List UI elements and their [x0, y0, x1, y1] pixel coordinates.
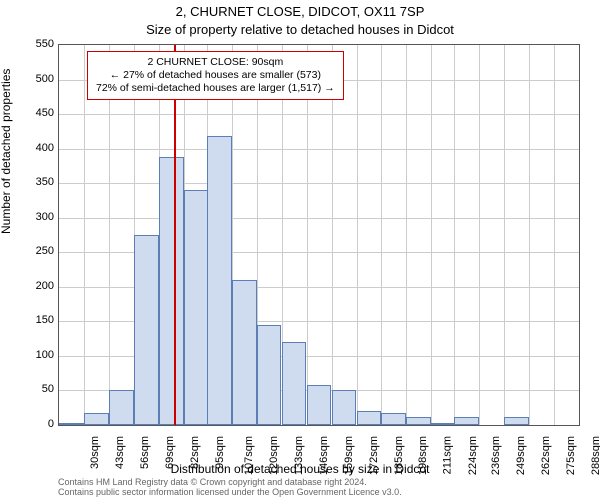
plot-area: 2 CHURNET CLOSE: 90sqm ← 27% of detached…	[58, 44, 580, 426]
vgrid-line	[84, 45, 85, 425]
hgrid-line	[59, 218, 579, 219]
xtick-label: 185sqm	[393, 436, 405, 475]
histogram-bar	[207, 136, 232, 425]
ytick-label: 100	[14, 349, 54, 361]
vgrid-line	[332, 45, 333, 425]
ytick-label: 300	[14, 211, 54, 223]
ytick-label: 450	[14, 107, 54, 119]
xtick-label: 224sqm	[468, 436, 480, 475]
ytick-label: 350	[14, 176, 54, 188]
xtick-label: 30sqm	[89, 436, 101, 469]
vgrid-line	[431, 45, 432, 425]
histogram-bar	[109, 390, 134, 425]
chart-title-line1: 2, CHURNET CLOSE, DIDCOT, OX11 7SP	[0, 4, 600, 19]
ytick-label: 200	[14, 280, 54, 292]
chart-container: 2, CHURNET CLOSE, DIDCOT, OX11 7SP Size …	[0, 0, 600, 500]
vgrid-line	[406, 45, 407, 425]
ytick-label: 50	[14, 383, 54, 395]
xtick-label: 56sqm	[139, 436, 151, 469]
xtick-label: 107sqm	[243, 436, 255, 475]
footer-attribution: Contains HM Land Registry data © Crown c…	[58, 478, 402, 498]
marker-line	[174, 45, 176, 425]
xtick-label: 120sqm	[268, 436, 280, 475]
histogram-bar	[257, 325, 282, 425]
vgrid-line	[357, 45, 358, 425]
histogram-bar	[406, 417, 431, 425]
chart-title-line2: Size of property relative to detached ho…	[0, 22, 600, 37]
xtick-label: 249sqm	[516, 436, 528, 475]
vgrid-line	[381, 45, 382, 425]
callout-line1: 2 CHURNET CLOSE: 90sqm	[96, 56, 335, 69]
histogram-bar	[454, 417, 479, 425]
histogram-bar	[431, 423, 456, 425]
xtick-label: 198sqm	[418, 436, 430, 475]
ytick-label: 400	[14, 142, 54, 154]
xtick-label: 236sqm	[491, 436, 503, 475]
ytick-label: 250	[14, 245, 54, 257]
ytick-label: 500	[14, 73, 54, 85]
vgrid-line	[479, 45, 480, 425]
y-axis-label: Number of detached properties	[0, 69, 13, 234]
histogram-bar	[282, 342, 307, 425]
vgrid-line	[109, 45, 110, 425]
hgrid-line	[59, 149, 579, 150]
hgrid-line	[59, 183, 579, 184]
xtick-label: 69sqm	[164, 436, 176, 469]
callout-box: 2 CHURNET CLOSE: 90sqm ← 27% of detached…	[87, 51, 344, 100]
xtick-label: 146sqm	[318, 436, 330, 475]
histogram-bar	[307, 385, 332, 425]
xtick-label: 211sqm	[442, 436, 454, 474]
xtick-label: 275sqm	[565, 436, 577, 475]
histogram-bar	[184, 190, 209, 425]
xtick-label: 159sqm	[343, 436, 355, 475]
vgrid-line	[504, 45, 505, 425]
xtick-label: 172sqm	[368, 436, 380, 475]
xtick-label: 262sqm	[540, 436, 552, 475]
ytick-label: 0	[14, 418, 54, 430]
histogram-bar	[59, 423, 84, 425]
xtick-label: 288sqm	[590, 436, 600, 475]
histogram-bar	[159, 157, 184, 425]
footer-line2: Contains public sector information licen…	[58, 488, 402, 498]
histogram-bar	[134, 235, 159, 425]
xtick-label: 43sqm	[114, 436, 126, 469]
callout-line3: 72% of semi-detached houses are larger (…	[96, 82, 335, 95]
ytick-label: 150	[14, 314, 54, 326]
vgrid-line	[529, 45, 530, 425]
vgrid-line	[554, 45, 555, 425]
histogram-bar	[357, 411, 382, 425]
hgrid-line	[59, 114, 579, 115]
vgrid-line	[307, 45, 308, 425]
histogram-bar	[232, 280, 257, 425]
histogram-bar	[381, 413, 406, 425]
callout-line2: ← 27% of detached houses are smaller (57…	[96, 69, 335, 82]
histogram-bar	[332, 390, 357, 425]
xtick-label: 133sqm	[293, 436, 305, 475]
histogram-bar	[504, 417, 529, 425]
vgrid-line	[454, 45, 455, 425]
histogram-bar	[84, 413, 109, 425]
xtick-label: 82sqm	[189, 436, 201, 469]
ytick-label: 550	[14, 38, 54, 50]
xtick-label: 95sqm	[214, 436, 226, 469]
